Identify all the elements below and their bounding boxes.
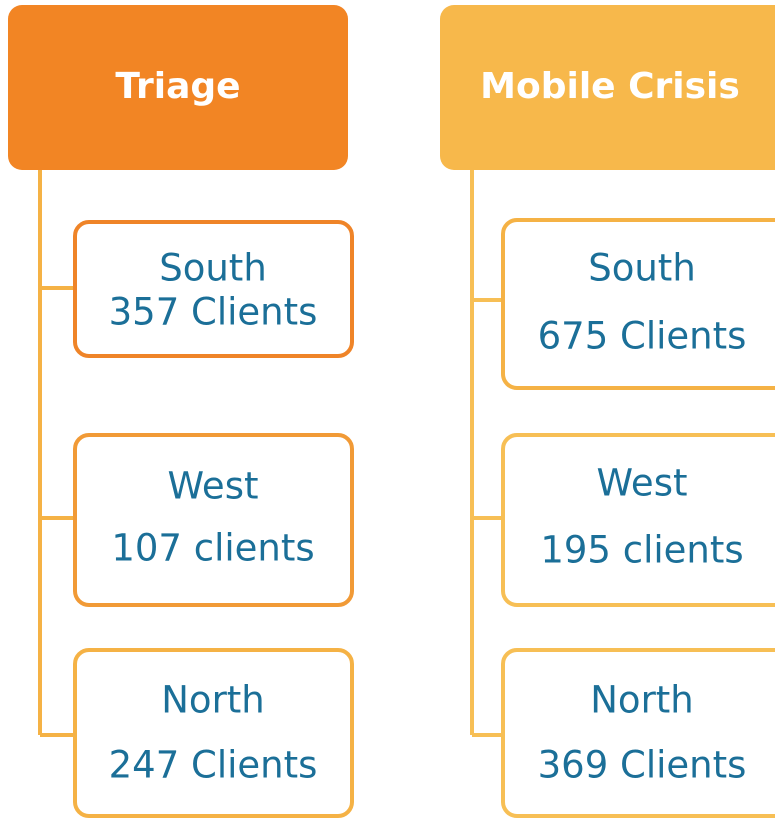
item-name: South xyxy=(159,247,267,290)
item-name: South xyxy=(588,247,696,290)
item-name: West xyxy=(168,465,259,508)
item-name: West xyxy=(597,462,688,505)
item-box xyxy=(501,433,775,607)
item-box xyxy=(73,433,354,607)
item-box xyxy=(501,218,775,390)
item-box xyxy=(73,220,354,358)
connector xyxy=(38,170,75,737)
item-count: 195 clients xyxy=(540,529,743,572)
item-name: North xyxy=(161,679,264,722)
item-count: 107 clients xyxy=(111,527,314,570)
group-triage: Triage South 357 Clients West 107 client… xyxy=(8,5,354,818)
item-count: 369 Clients xyxy=(538,744,747,787)
item-count: 247 Clients xyxy=(109,744,318,787)
item-box xyxy=(73,648,354,818)
header-box xyxy=(8,5,348,170)
item-count: 357 Clients xyxy=(109,291,318,334)
group-mobile-crisis: Mobile Crisis South 675 Clients West 195… xyxy=(440,5,775,818)
item-box xyxy=(501,648,775,818)
item-count: 675 Clients xyxy=(538,315,747,358)
header-box xyxy=(440,5,775,170)
header-title: Triage xyxy=(115,66,240,107)
header-title: Mobile Crisis xyxy=(480,66,740,107)
connector xyxy=(470,170,503,737)
item-name: North xyxy=(590,679,693,722)
